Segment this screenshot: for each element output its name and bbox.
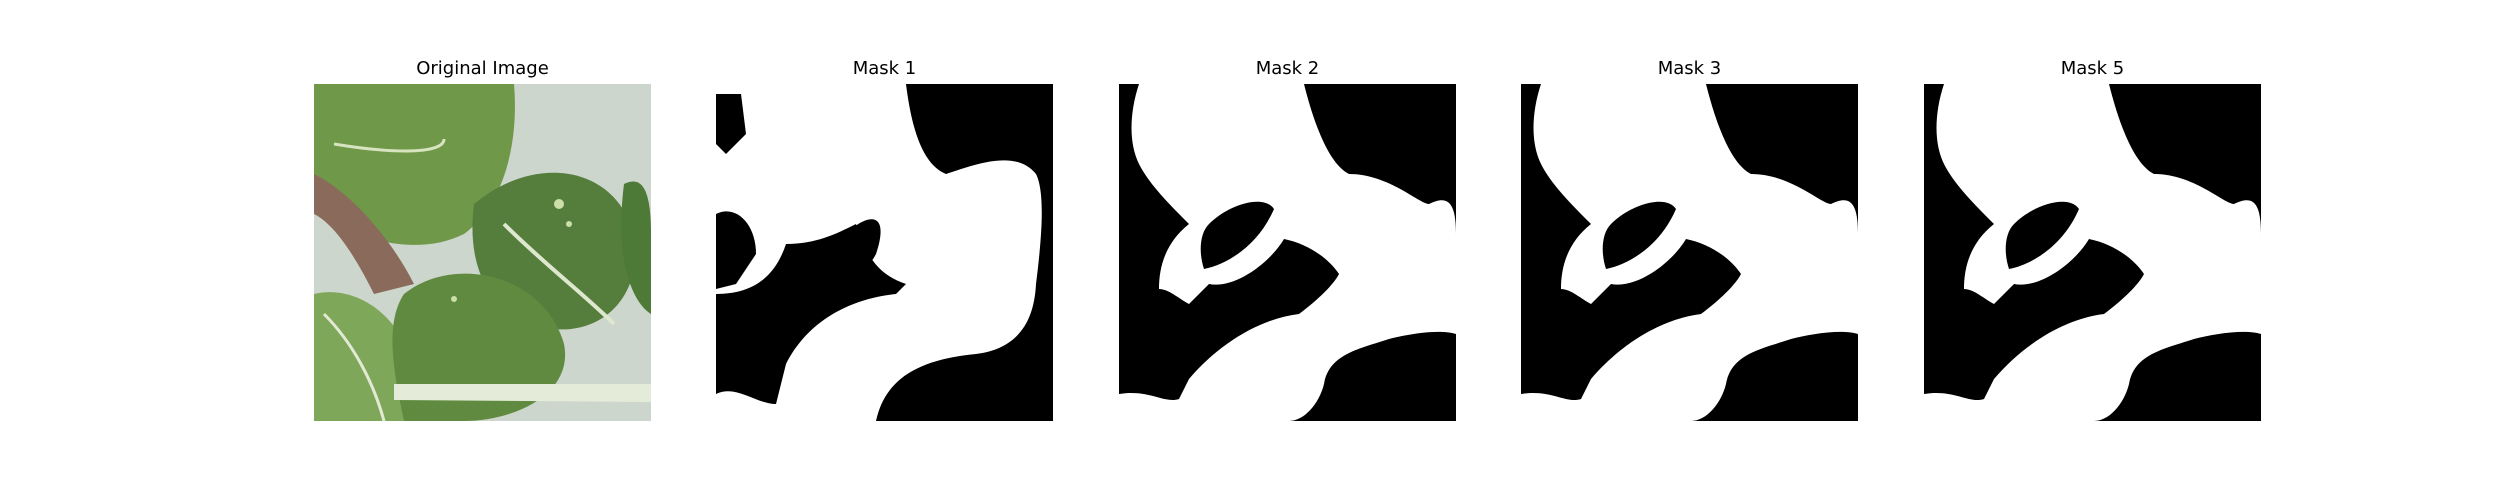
mask-1-shape [716, 84, 1053, 421]
panel-title: Original Image [416, 58, 549, 79]
mask-2-shape [1119, 84, 1456, 421]
original-image [314, 84, 651, 421]
panel-title: Mask 1 [852, 58, 917, 79]
panel-title: Mask 3 [1657, 58, 1722, 79]
mask-image [1119, 84, 1456, 421]
panel-title: Mask 2 [1255, 58, 1320, 79]
panel-title: Mask 5 [2060, 58, 2125, 79]
mask-image [1521, 84, 1858, 421]
mask-image [1924, 84, 2261, 421]
mask-image [716, 84, 1053, 421]
mask-3-shape [1521, 84, 1858, 421]
mask-5-shape [1924, 84, 2261, 421]
leaf-photo [314, 84, 651, 421]
